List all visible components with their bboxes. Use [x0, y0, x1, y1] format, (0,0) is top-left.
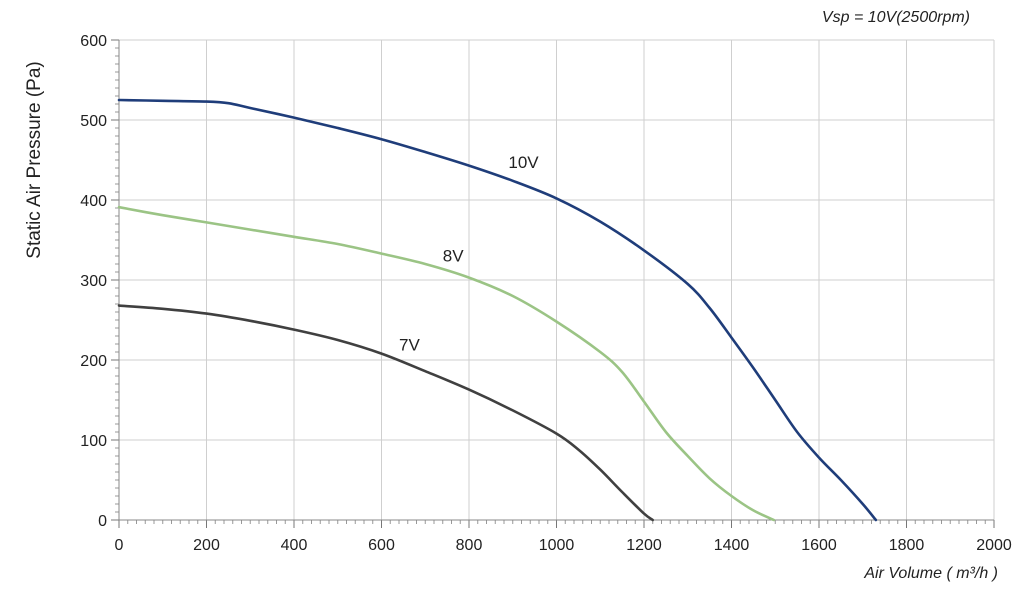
x-axis-label: Air Volume ( m³/h ) — [863, 565, 998, 582]
minor-ticks — [111, 39, 995, 528]
x-tick-label: 0 — [115, 537, 124, 554]
x-tick-label: 800 — [456, 537, 483, 554]
x-tick-label: 1800 — [889, 537, 925, 554]
x-tick-label: 200 — [193, 537, 220, 554]
series-label-10v: 10V — [508, 153, 539, 172]
x-tick-label: 1000 — [539, 537, 575, 554]
y-tick-label: 400 — [80, 193, 107, 210]
y-tick-label: 200 — [80, 353, 107, 370]
x-tick-label: 1400 — [714, 537, 750, 554]
y-tick-label: 500 — [80, 113, 107, 130]
series-label-7v: 7V — [399, 335, 420, 354]
series-label-8v: 8V — [443, 247, 464, 266]
y-tick-label: 100 — [80, 433, 107, 450]
x-tick-label: 600 — [368, 537, 395, 554]
series-line-7v — [117, 304, 655, 522]
x-tick-label: 1600 — [801, 537, 837, 554]
x-tick-label: 2000 — [976, 537, 1012, 554]
axes — [118, 40, 994, 521]
y-tick-label: 300 — [80, 273, 107, 290]
y-tick-label: 0 — [98, 513, 107, 530]
series-line-8v — [117, 205, 776, 522]
speed-annotation: Vsp = 10V(2500rpm) — [822, 9, 970, 26]
grid — [119, 39, 995, 520]
tick-labels: 0 200 400 600 800 1000 1200 1400 1600 1800 2000 0 10… — [80, 33, 1012, 554]
series-labels: 10V 8V 7V — [399, 153, 539, 354]
series-line-10v — [117, 98, 878, 522]
y-axis-label: Static Air Pressure (Pa) — [24, 61, 45, 258]
y-tick-label: 600 — [80, 33, 107, 50]
series-lines — [117, 98, 878, 522]
x-tick-label: 400 — [281, 537, 308, 554]
x-tick-label: 1200 — [626, 537, 662, 554]
